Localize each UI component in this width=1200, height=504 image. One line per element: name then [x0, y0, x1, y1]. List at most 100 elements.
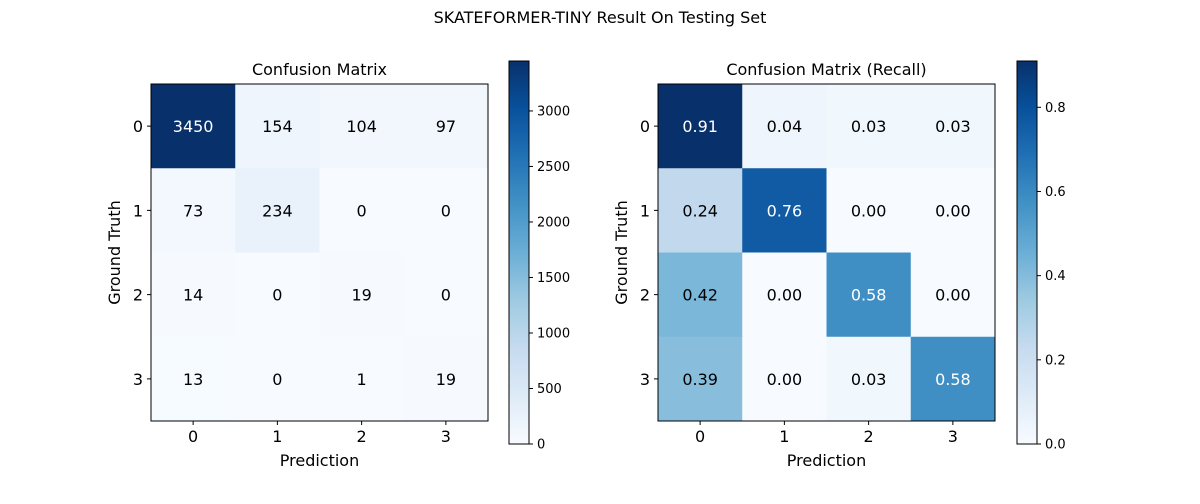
heatmap-cell: [151, 252, 236, 338]
cell-value-label: 1: [357, 370, 367, 389]
cell-value-label: 0.03: [851, 117, 887, 136]
colorbar: [1016, 60, 1038, 445]
x-tick-label: 1: [779, 427, 789, 446]
y-tick-label: 3: [640, 370, 650, 389]
cell-value-label: 19: [436, 370, 456, 389]
cell-value-label: 0.00: [851, 201, 887, 220]
x-tick-label: 3: [948, 427, 958, 446]
x-axis-label: Prediction: [787, 451, 866, 470]
colorbar-tick-label: 2000: [537, 215, 570, 230]
cell-value-label: 0: [272, 370, 282, 389]
colorbar-tick-label: 500: [537, 382, 562, 397]
heatmap-cell: [319, 252, 405, 338]
heatmap-cell: [826, 84, 912, 169]
panel-2: Confusion Matrix (Recall)0.91 0.04 0.03 0.0…: [612, 60, 1066, 470]
cell-value-label: 0: [272, 286, 282, 305]
heatmap-cell: [319, 336, 405, 422]
cell-value-label: 0.00: [935, 201, 971, 220]
x-tick-label: 0: [695, 427, 705, 446]
y-axis-label: Ground Truth: [612, 200, 631, 305]
heatmap-cell: [235, 336, 320, 422]
colorbar-tick-label: 2500: [537, 160, 570, 175]
cell-value-label: 19: [351, 286, 371, 305]
colorbar-tick-label: 0.2: [1045, 353, 1066, 368]
heatmap-cell: [742, 252, 827, 338]
y-tick-label: 0: [640, 117, 650, 136]
heatmap-cell: [319, 168, 405, 253]
cell-value-label: 97: [436, 117, 456, 136]
colorbar-tick-label: 0.0: [1045, 438, 1066, 453]
panel-title: Confusion Matrix: [252, 60, 387, 79]
heatmap-cell: [403, 168, 489, 253]
cell-value-label: 0.03: [851, 370, 887, 389]
heatmap-cell: [658, 252, 743, 338]
panel-title: Confusion Matrix (Recall): [726, 60, 926, 79]
heatmap-cell: [826, 252, 912, 338]
colorbar-tick-label: 1500: [537, 271, 570, 286]
heatmap-cell: [319, 84, 405, 169]
heatmap-cell: [826, 168, 912, 253]
cell-value-label: 0.58: [851, 286, 887, 305]
cell-value-label: 0.04: [767, 117, 803, 136]
x-tick-label: 1: [272, 427, 282, 446]
heatmap-cell: [658, 84, 743, 169]
y-tick-label: 3: [133, 370, 143, 389]
colorbar: [508, 60, 530, 445]
cell-value-label: 0.00: [935, 286, 971, 305]
x-axis-label: Prediction: [280, 451, 359, 470]
heatmap-cell: [742, 168, 827, 253]
y-tick-label: 1: [133, 201, 143, 220]
cell-value-label: 0.00: [767, 370, 803, 389]
x-tick-label: 2: [357, 427, 367, 446]
colorbar-tick-label: 0: [537, 438, 545, 453]
y-tick-label: 2: [133, 286, 143, 305]
axes-frame: [150, 83, 489, 422]
heatmap-cell: [403, 252, 489, 338]
colorbar-tick-label: 0.4: [1045, 269, 1066, 284]
heatmap-cell: [910, 168, 996, 253]
x-tick-label: 3: [441, 427, 451, 446]
cell-value-label: 0.76: [767, 201, 803, 220]
heatmap-cell: [742, 336, 827, 422]
cell-value-label: 0.24: [682, 201, 718, 220]
cell-value-label: 0.58: [935, 370, 971, 389]
heatmap-cell: [658, 336, 743, 422]
heatmap-cell: [151, 336, 236, 422]
heatmap-cell: [403, 336, 489, 422]
cell-value-label: 154: [262, 117, 293, 136]
heatmap-cell: [151, 84, 236, 169]
cell-value-label: 0.03: [935, 117, 971, 136]
cell-value-label: 0: [357, 201, 367, 220]
heatmap-cell: [658, 168, 743, 253]
colorbar-tick-label: 0.8: [1045, 101, 1066, 116]
cell-value-label: 0.39: [682, 370, 718, 389]
x-tick-label: 0: [188, 427, 198, 446]
y-tick-label: 2: [640, 286, 650, 305]
cell-value-label: 0.42: [682, 286, 718, 305]
heatmap-cell: [910, 336, 996, 422]
figure-title: SKATEFORMER-TINY Result On Testing Set: [434, 8, 767, 27]
heatmap-cell: [235, 84, 320, 169]
cell-value-label: 73: [183, 201, 203, 220]
y-tick-label: 0: [133, 117, 143, 136]
cell-value-label: 0.00: [767, 286, 803, 305]
heatmap-cell: [403, 84, 489, 169]
axes-frame: [657, 83, 996, 422]
heatmap-cell: [151, 168, 236, 253]
y-axis-label: Ground Truth: [105, 200, 124, 305]
colorbar-tick-label: 1000: [537, 326, 570, 341]
cell-value-label: 234: [262, 201, 293, 220]
cell-value-label: 0: [441, 201, 451, 220]
heatmap-cell: [235, 252, 320, 338]
heatmap-cell: [826, 336, 912, 422]
y-tick-label: 1: [640, 201, 650, 220]
cell-value-label: 14: [183, 286, 203, 305]
heatmap-cell: [910, 252, 996, 338]
heatmap-cell: [235, 168, 320, 253]
cell-value-label: 104: [346, 117, 377, 136]
colorbar-tick-label: 0.6: [1045, 185, 1066, 200]
cell-value-label: 3450: [173, 117, 214, 136]
cell-value-label: 13: [183, 370, 203, 389]
